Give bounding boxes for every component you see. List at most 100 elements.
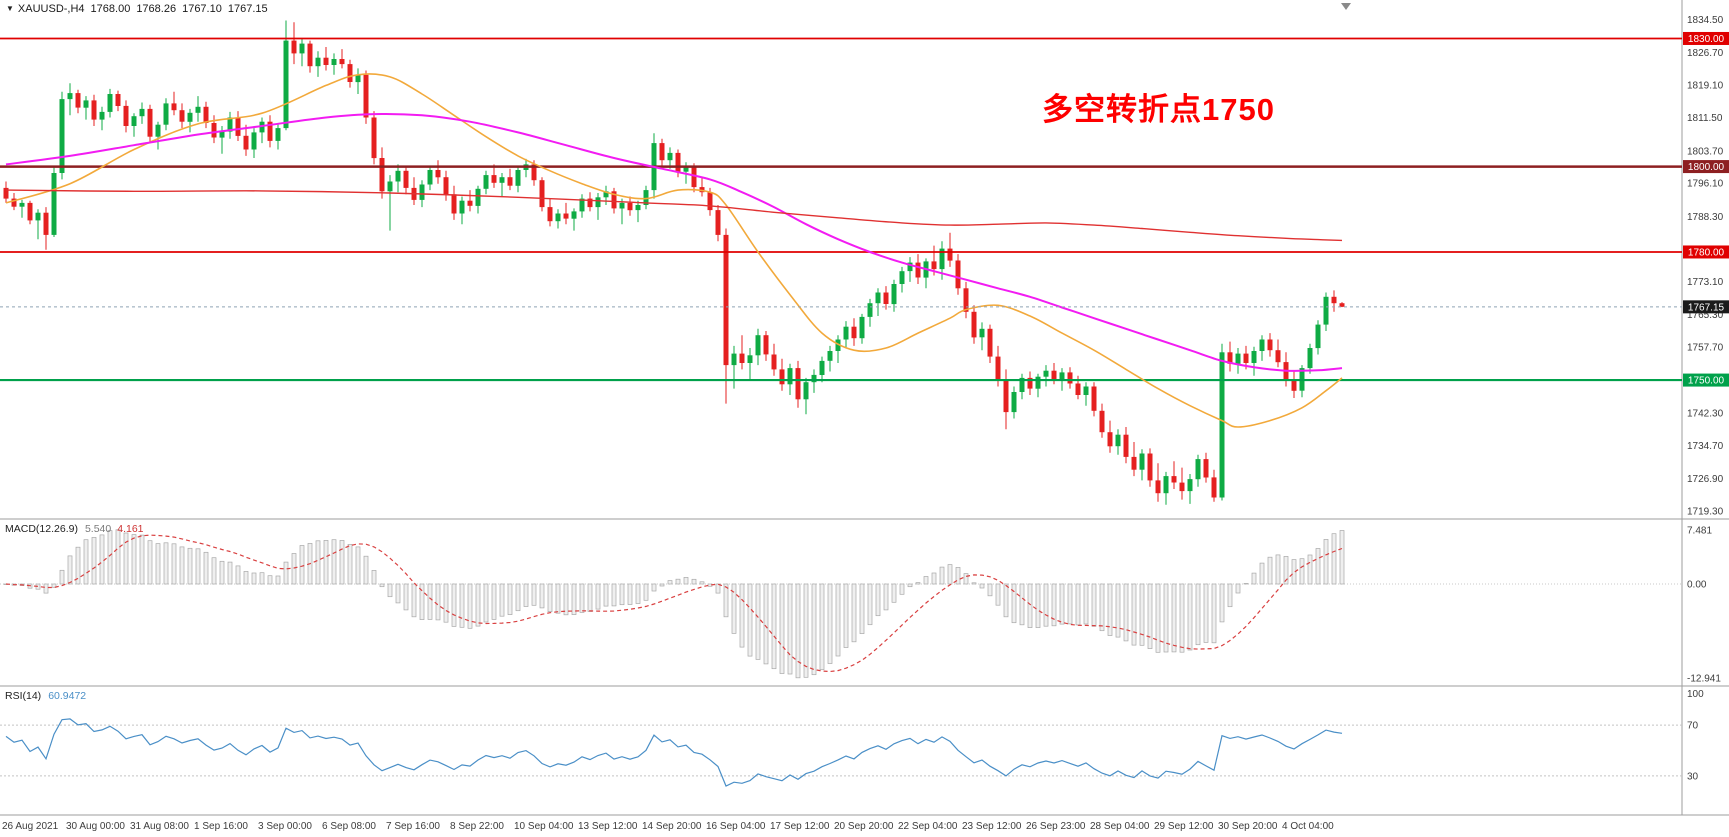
candle-body — [635, 205, 641, 211]
macd-histogram-bar — [403, 583, 409, 611]
candle-body — [75, 93, 81, 108]
macd-histogram-bar — [1179, 583, 1185, 653]
macd-histogram-bar — [1283, 556, 1289, 585]
price-tick-label: 1742.30 — [1687, 408, 1724, 419]
macd-histogram-bar — [979, 583, 985, 589]
candle-body — [747, 355, 753, 363]
candle-body — [1235, 353, 1241, 364]
macd-histogram-bar — [1107, 583, 1113, 636]
macd-histogram-bar — [1219, 583, 1225, 623]
candle-body — [51, 173, 57, 235]
macd-histogram-bar — [515, 583, 521, 612]
macd-histogram-bar — [1059, 583, 1065, 625]
date-label: 17 Sep 12:00 — [770, 821, 830, 832]
hline-tag — [1683, 160, 1729, 174]
macd-histogram-bar — [203, 551, 209, 585]
hline-tag-label: 1750.00 — [1688, 376, 1725, 387]
candle-body — [947, 248, 953, 261]
macd-histogram-bar — [499, 583, 505, 617]
macd-histogram-bar — [891, 583, 897, 603]
candle-body — [515, 170, 521, 186]
candle-body — [1067, 372, 1073, 384]
macd-histogram-bar — [795, 583, 801, 679]
macd-histogram-bar — [1259, 562, 1265, 585]
macd-histogram-bar — [1139, 583, 1145, 646]
candle-body — [1123, 434, 1129, 457]
candle-body — [1291, 380, 1297, 391]
macd-histogram-bar — [1131, 583, 1137, 646]
candle-body — [771, 354, 777, 370]
macd-histogram-bar — [1067, 583, 1073, 625]
macd-histogram-bar — [1211, 583, 1217, 644]
macd-histogram-bar — [1099, 583, 1105, 632]
macd-histogram-bar — [315, 540, 321, 585]
macd-signal-value: 4.161 — [117, 523, 144, 535]
macd-histogram-bar — [1019, 583, 1025, 626]
symbol-period-label: XAUUSD-,H4 — [17, 3, 85, 15]
macd-histogram-bar — [451, 583, 457, 627]
macd-histogram-bar — [195, 548, 201, 585]
candle-body — [587, 198, 593, 208]
macd-histogram-bar — [747, 583, 753, 657]
date-label: 22 Sep 04:00 — [898, 821, 958, 832]
macd-histogram-bar — [163, 542, 169, 585]
collapse-arrow-icon[interactable]: ▼ — [6, 4, 14, 13]
macd-histogram-bar — [1115, 583, 1121, 638]
macd-histogram-bar — [555, 583, 561, 614]
candle-body — [11, 198, 17, 207]
candle-body — [363, 74, 369, 118]
macd-histogram-bar — [931, 572, 937, 585]
candle-body — [979, 328, 985, 338]
candle-body — [187, 112, 193, 122]
candle-body — [475, 188, 481, 206]
candle-body — [1051, 370, 1057, 380]
candle-body — [675, 152, 681, 172]
macd-histogram-bar — [987, 583, 993, 597]
macd-histogram-bar — [523, 583, 529, 607]
date-label: 6 Sep 08:00 — [322, 821, 376, 832]
macd-histogram-bar — [1155, 583, 1161, 653]
date-label: 23 Sep 12:00 — [962, 821, 1022, 832]
date-label: 26 Aug 2021 — [2, 821, 59, 832]
candle-body — [603, 191, 609, 198]
candle-body — [435, 170, 441, 178]
macd-histogram-bar — [59, 569, 65, 585]
candle-body — [443, 177, 449, 195]
macd-histogram-bar — [787, 583, 793, 675]
macd-histogram-bar — [147, 540, 153, 585]
macd-histogram-bar — [339, 540, 345, 585]
macd-histogram-bar — [435, 583, 441, 621]
macd-histogram-bar — [483, 583, 489, 623]
candle-body — [1171, 476, 1177, 483]
candle-body — [1155, 480, 1161, 494]
price-axis[interactable] — [1683, 0, 1729, 815]
annotation-text: 多空转折点1750 — [1042, 92, 1275, 127]
macd-histogram-bar — [1187, 583, 1193, 651]
candle-body — [35, 212, 41, 221]
macd-histogram-bar — [1243, 583, 1249, 585]
macd-histogram-bar — [939, 566, 945, 585]
candle-body — [419, 184, 425, 200]
candle-body — [131, 116, 137, 126]
candle-body — [531, 164, 537, 181]
macd-histogram-bar — [259, 572, 265, 585]
macd-histogram-bar — [1123, 583, 1129, 642]
time-axis[interactable] — [0, 816, 1682, 837]
macd-axis-label: -12.941 — [1687, 673, 1721, 684]
candle-body — [1043, 370, 1049, 377]
candle-body — [315, 57, 321, 67]
macd-histogram-bar — [107, 530, 113, 585]
macd-histogram-bar — [667, 580, 673, 585]
macd-histogram-bar — [1147, 583, 1153, 649]
candle-body — [1259, 339, 1265, 351]
candle-body — [683, 166, 689, 172]
candle-body — [1139, 453, 1145, 470]
candle-body — [403, 170, 409, 188]
candle-body — [1019, 377, 1025, 392]
candle-body — [147, 108, 153, 137]
ohlc-low: 1767.10 — [182, 3, 222, 15]
candle-body — [723, 234, 729, 366]
symbol-info[interactable]: ▼ XAUUSD-,H4 1768.00 1768.26 1767.10 1767.15 — [6, 3, 268, 15]
